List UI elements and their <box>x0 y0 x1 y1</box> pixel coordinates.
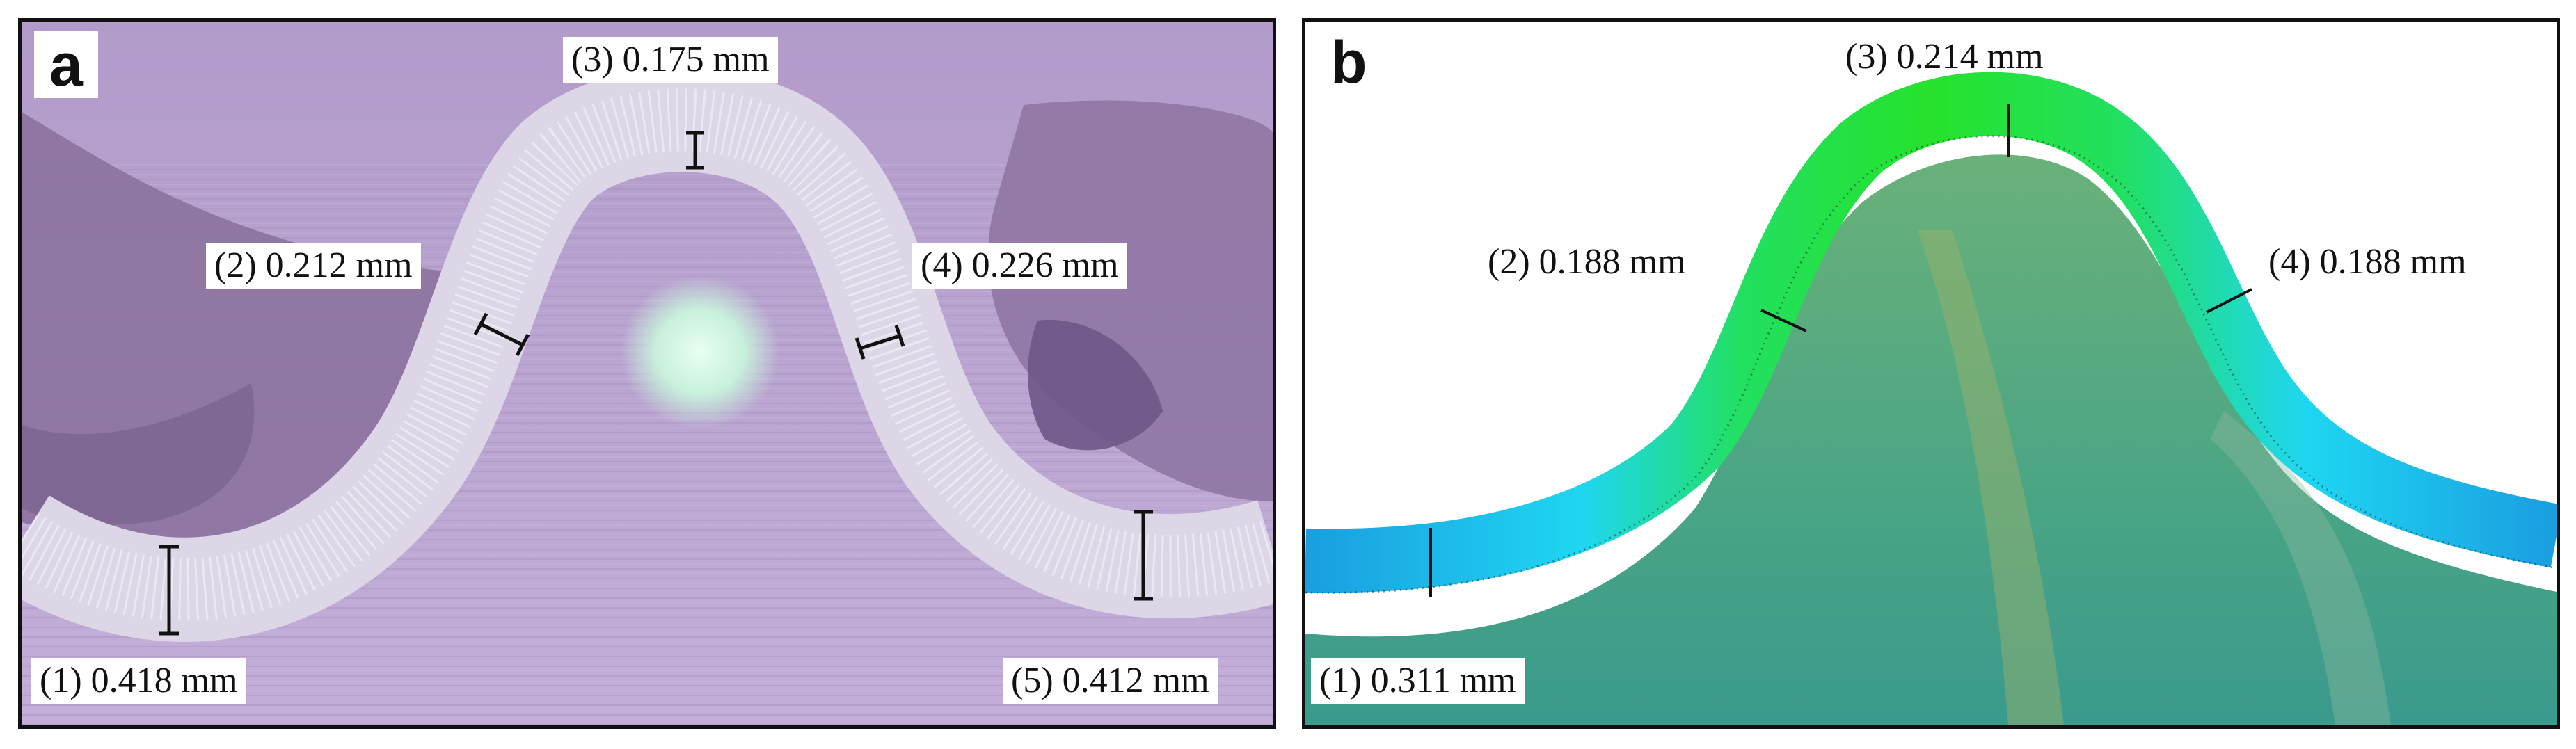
measurement-label-4: (4) 0.226 mm <box>912 243 1127 289</box>
marker-2 <box>1760 309 1807 332</box>
dark-region-left-lower <box>22 383 255 525</box>
measurement-label-1: (1) 0.311 mm <box>1311 658 1525 704</box>
light-reflection <box>620 275 780 428</box>
panel-label-a: a <box>34 31 98 98</box>
marker-3 <box>686 131 704 170</box>
marker-1 <box>159 545 179 636</box>
simulation-image <box>1305 72 2557 725</box>
measurement-label-2: (2) 0.212 mm <box>206 243 421 289</box>
measurement-label-2: (2) 0.188 mm <box>1488 242 1686 282</box>
dark-region-right-lower <box>1028 319 1163 451</box>
marker-4 <box>854 325 905 360</box>
simulation-panel: b (1) 0.311 mm (2) 0.188 mm (3) 0.214 mm… <box>1302 18 2560 729</box>
measurement-label-5: (5) 0.412 mm <box>1003 658 1218 704</box>
panel-label-b: b <box>1330 29 1367 96</box>
coating-layer <box>1305 72 2557 593</box>
marker-5 <box>1134 510 1153 601</box>
marker-4 <box>2206 288 2252 314</box>
substrate-body <box>1305 154 2557 725</box>
micrograph-image <box>22 22 1273 725</box>
measurement-label-1: (1) 0.418 mm <box>31 658 246 704</box>
micrograph-panel: a (1) 0.418 mm (2) 0.212 mm (3) 0.175 mm… <box>18 18 1276 729</box>
measurement-label-3: (3) 0.214 mm <box>1845 37 2044 76</box>
metal-layer <box>22 67 1273 642</box>
measurement-label-4: (4) 0.188 mm <box>2268 242 2467 282</box>
measurement-label-3: (3) 0.175 mm <box>563 37 778 83</box>
marker-2 <box>473 312 530 357</box>
